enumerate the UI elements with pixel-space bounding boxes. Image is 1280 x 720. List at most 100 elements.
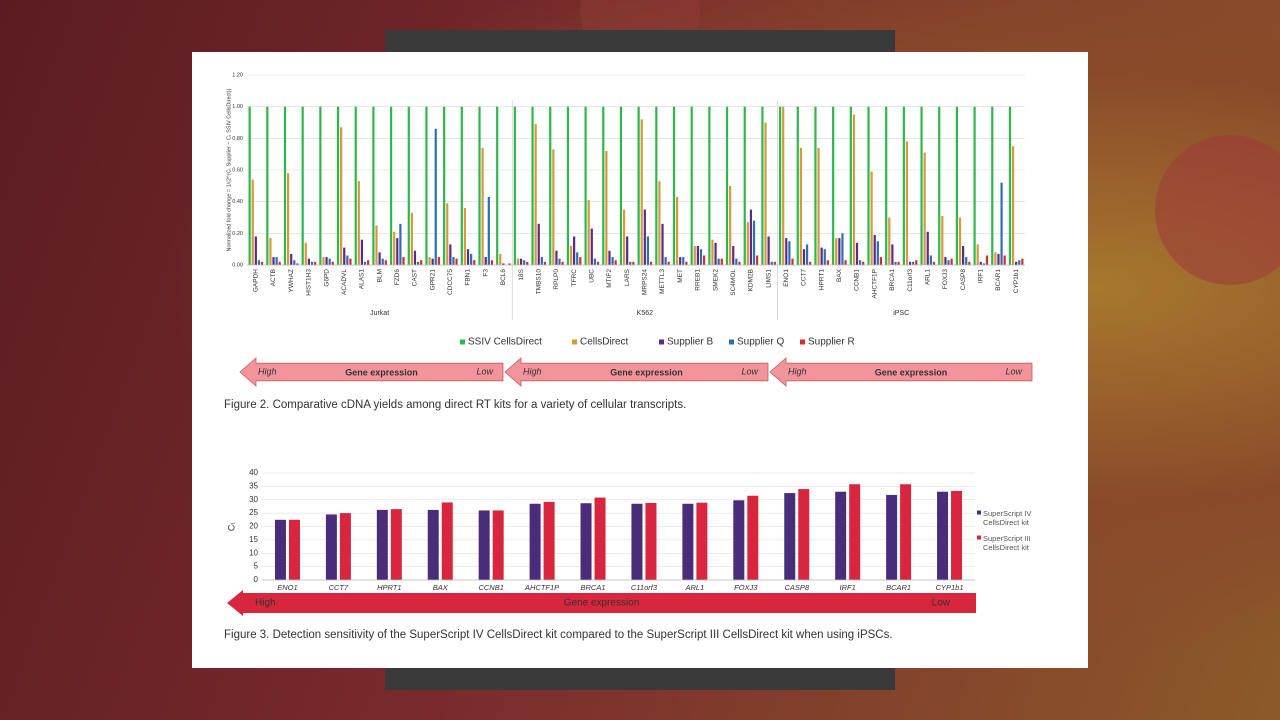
bar <box>855 242 859 265</box>
bar <box>537 223 540 265</box>
bar <box>340 127 343 265</box>
bar <box>784 493 796 580</box>
bar <box>269 238 272 265</box>
x-tick-label: AHCTF1P <box>524 583 559 592</box>
bar <box>696 246 699 265</box>
bar <box>502 263 505 265</box>
x-tick-label: BAX <box>433 583 449 592</box>
legend-swatch <box>729 339 734 345</box>
y-tick-label: 0.00 <box>232 262 243 268</box>
x-tick-label: FOXJ3 <box>942 269 949 290</box>
expression-arrow <box>769 357 1033 387</box>
bar <box>958 217 962 265</box>
bar <box>487 196 490 265</box>
bar <box>449 244 452 265</box>
bar <box>325 257 328 265</box>
bar <box>908 261 912 265</box>
bar <box>714 242 717 265</box>
bar <box>937 491 949 580</box>
x-tick-label: C11orf3 <box>631 583 658 592</box>
bar <box>266 106 269 266</box>
bar <box>428 257 431 265</box>
bar <box>375 225 378 265</box>
bar <box>322 257 325 265</box>
bar <box>646 236 650 265</box>
bar <box>1018 260 1021 265</box>
x-tick-label: MTIF2 <box>606 269 613 288</box>
bar <box>576 252 579 265</box>
x-tick-label: BCL6 <box>500 269 507 286</box>
arrow-low-label: Low <box>741 366 758 376</box>
legend-label: SuperScript IV CellsDirect kit <box>983 509 1032 527</box>
bar <box>402 257 405 265</box>
bar <box>672 106 676 266</box>
y-tick-label: 5 <box>254 562 259 571</box>
bar <box>376 509 388 580</box>
y-tick-label: 40 <box>249 468 258 477</box>
y-tick-label: 10 <box>249 548 258 557</box>
bar <box>859 260 862 265</box>
bar <box>664 257 667 265</box>
bar <box>549 106 552 266</box>
bar <box>885 106 888 266</box>
figure-caption: Figure 3. Detection sensitivity of the S… <box>224 629 893 641</box>
x-tick-label: ARL1 <box>685 583 705 592</box>
x-tick-label: SC4MOL <box>730 269 737 296</box>
bar <box>478 510 490 580</box>
bar <box>982 263 985 265</box>
bar <box>900 484 912 580</box>
bar <box>711 239 714 265</box>
y-tick-label: 1.00 <box>232 104 243 110</box>
bar <box>888 217 891 265</box>
bar <box>1021 258 1024 265</box>
bar <box>460 106 463 266</box>
bar <box>354 106 357 266</box>
x-tick-label: CASP8 <box>784 583 809 592</box>
x-tick-label: ENO1 <box>277 583 297 592</box>
bar <box>484 257 487 265</box>
y-tick-label: 0.20 <box>232 231 243 237</box>
bar <box>407 106 410 266</box>
bar <box>584 106 587 266</box>
bar <box>543 261 547 265</box>
bar <box>287 173 290 265</box>
bar <box>679 257 682 265</box>
bar <box>431 258 434 265</box>
bar <box>293 260 296 265</box>
decoration <box>1155 135 1280 285</box>
bar <box>339 513 351 580</box>
bar <box>420 260 423 265</box>
bar <box>325 514 337 580</box>
y-tick-label: 35 <box>249 481 258 490</box>
bar <box>519 258 523 265</box>
bar <box>378 252 381 265</box>
bar <box>725 106 729 266</box>
y-tick-label: 15 <box>249 535 258 544</box>
bar <box>416 261 420 265</box>
bar <box>594 497 606 580</box>
bar <box>561 261 564 265</box>
bar <box>823 249 826 265</box>
bar <box>886 494 898 580</box>
bar <box>682 257 685 265</box>
bar <box>251 179 254 265</box>
arrow-high-label: High <box>258 366 277 376</box>
arrow-title: Gene expression <box>564 598 640 609</box>
bar <box>770 261 773 265</box>
bar <box>619 106 623 266</box>
x-tick-label: CCNB1 <box>854 269 861 291</box>
bar <box>492 510 504 580</box>
bar <box>399 223 402 265</box>
x-tick-label: LARS <box>624 268 631 286</box>
arrow-low-label: Low <box>932 598 951 609</box>
x-tick-label: FBN1 <box>465 269 472 286</box>
bar <box>782 106 785 266</box>
bar <box>629 261 632 265</box>
legend-swatch <box>800 339 805 345</box>
bar <box>632 261 635 265</box>
legend-swatch <box>572 339 577 345</box>
x-tick-label: ACADVL <box>341 269 348 295</box>
bar <box>735 258 738 265</box>
bar <box>437 257 440 265</box>
bar <box>260 261 264 265</box>
